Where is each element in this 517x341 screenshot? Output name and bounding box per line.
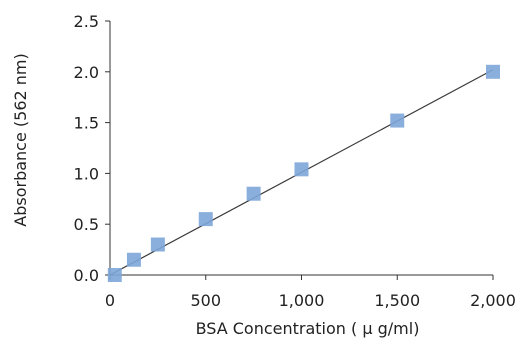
y-axis-ticks: 0.0 0.5 1.0 1.5 2.0 2.5 bbox=[74, 12, 110, 285]
data-point-marker bbox=[150, 237, 165, 252]
data-point-marker bbox=[198, 212, 213, 227]
y-tick-label: 0.0 bbox=[74, 266, 99, 285]
x-tick-label: 1,000 bbox=[279, 291, 325, 310]
x-axis-ticks: 0 500 1,000 1,500 2,000 bbox=[105, 275, 516, 310]
data-points bbox=[107, 64, 500, 282]
data-point-marker bbox=[246, 186, 261, 201]
data-point-marker bbox=[107, 268, 122, 282]
x-tick-label: 500 bbox=[190, 291, 221, 310]
data-point-marker bbox=[294, 162, 309, 177]
y-tick-label: 1.0 bbox=[74, 164, 99, 183]
data-point-marker bbox=[126, 252, 141, 267]
y-tick-label: 0.5 bbox=[74, 215, 99, 234]
y-tick-label: 2.5 bbox=[74, 12, 99, 31]
x-tick-label: 0 bbox=[105, 291, 115, 310]
data-point-marker bbox=[486, 64, 500, 79]
x-axis-title: BSA Concentration ( μ g/ml) bbox=[196, 319, 420, 338]
y-tick-label: 1.5 bbox=[74, 114, 99, 133]
x-tick-label: 1,500 bbox=[374, 291, 420, 310]
y-tick-label: 2.0 bbox=[74, 63, 99, 82]
axes bbox=[109, 21, 493, 276]
x-tick-label: 2,000 bbox=[470, 291, 516, 310]
data-point-marker bbox=[390, 113, 405, 128]
y-axis-title: Absorbance (562 nm) bbox=[11, 53, 30, 226]
